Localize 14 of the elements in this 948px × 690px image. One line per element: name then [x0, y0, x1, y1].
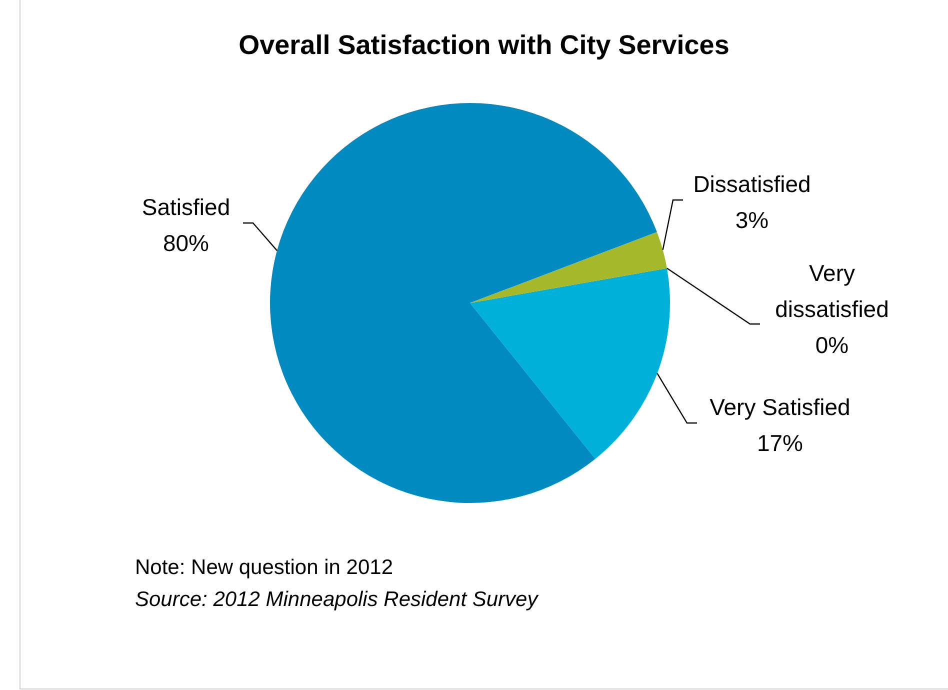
- pie-slice: [470, 268, 670, 459]
- data-label: 17%: [756, 430, 804, 456]
- pie-slice: [270, 103, 657, 503]
- data-label: 80%: [162, 230, 210, 256]
- category-label: Very dissatisfied: [775, 260, 889, 322]
- slice-label: Satisfied: [142, 194, 230, 220]
- slice-label: Very Satisfied: [710, 394, 850, 420]
- text: 0%: [815, 332, 849, 358]
- chart-title: Overall Satisfaction with City Services: [238, 30, 730, 60]
- source-note: Source: 2012 Minneapolis Resident Survey: [135, 588, 540, 611]
- text: Note: New question in 2012: [135, 556, 393, 579]
- data-label: 3%: [735, 207, 769, 233]
- pie-slice: [470, 232, 667, 303]
- slice-label: Dissatisfied: [693, 171, 811, 197]
